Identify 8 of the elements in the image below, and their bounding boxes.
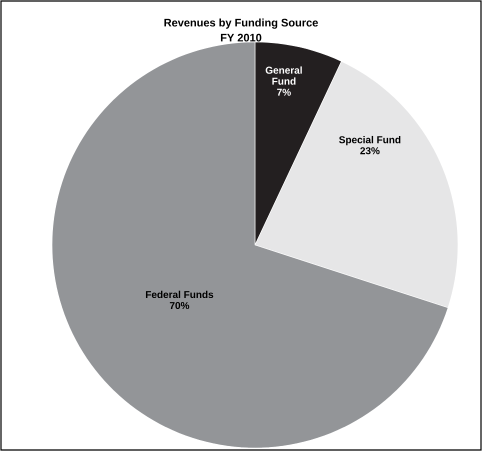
chart-subtitle: FY 2010 — [220, 34, 262, 42]
slice-label: Special Fund — [339, 136, 400, 146]
slice-label: General Fund — [266, 66, 302, 85]
data-label: 70% — [170, 302, 190, 310]
slice-label: Federal Funds — [146, 290, 214, 298]
data-label: 23% — [360, 147, 380, 154]
chart-title: Revenues by Funding Source — [164, 18, 318, 29]
data-label: 7% — [277, 88, 291, 96]
